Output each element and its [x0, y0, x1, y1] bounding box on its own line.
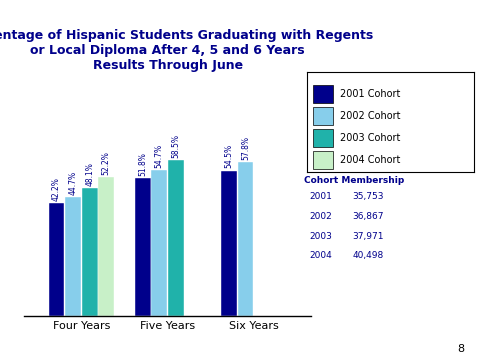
Text: 54.5%: 54.5%	[225, 144, 233, 168]
Bar	[313, 151, 333, 169]
Text: 57.8%: 57.8%	[241, 136, 250, 160]
Bar	[135, 178, 151, 316]
Bar	[313, 129, 333, 147]
Bar	[168, 160, 184, 316]
Text: 58.5%: 58.5%	[171, 134, 181, 158]
Text: 8: 8	[457, 344, 465, 354]
Bar	[98, 177, 114, 316]
Text: 40,498: 40,498	[352, 252, 383, 261]
Text: 2003 Cohort: 2003 Cohort	[340, 133, 400, 143]
Text: Percentage of Hispanic Students Graduating with Regents
or Local Diploma After 4: Percentage of Hispanic Students Graduati…	[0, 29, 373, 72]
Text: 2002 Cohort: 2002 Cohort	[340, 111, 400, 121]
Bar	[151, 170, 167, 316]
Text: 2004 Cohort: 2004 Cohort	[340, 155, 400, 165]
Text: 2002: 2002	[309, 212, 331, 221]
Bar	[82, 188, 98, 316]
Text: 51.8%: 51.8%	[138, 152, 147, 176]
Text: 44.7%: 44.7%	[68, 171, 78, 195]
Text: 2001 Cohort: 2001 Cohort	[340, 89, 400, 99]
Text: 54.7%: 54.7%	[155, 144, 164, 168]
Text: 2003: 2003	[309, 232, 332, 241]
Text: 2004: 2004	[309, 252, 331, 261]
Text: 36,867: 36,867	[352, 212, 384, 221]
Text: 35,753: 35,753	[352, 192, 384, 201]
Text: 52.2%: 52.2%	[102, 151, 111, 174]
Bar	[313, 107, 333, 125]
Bar	[49, 204, 65, 316]
Bar	[313, 85, 333, 103]
Bar	[65, 197, 81, 316]
Text: 48.1%: 48.1%	[85, 162, 94, 186]
Text: 37,971: 37,971	[352, 232, 384, 241]
Text: Cohort Membership: Cohort Membership	[304, 176, 404, 185]
Text: 42.2%: 42.2%	[52, 177, 61, 201]
Text: 2001: 2001	[309, 192, 332, 201]
Bar	[221, 171, 237, 316]
Bar	[238, 162, 253, 316]
